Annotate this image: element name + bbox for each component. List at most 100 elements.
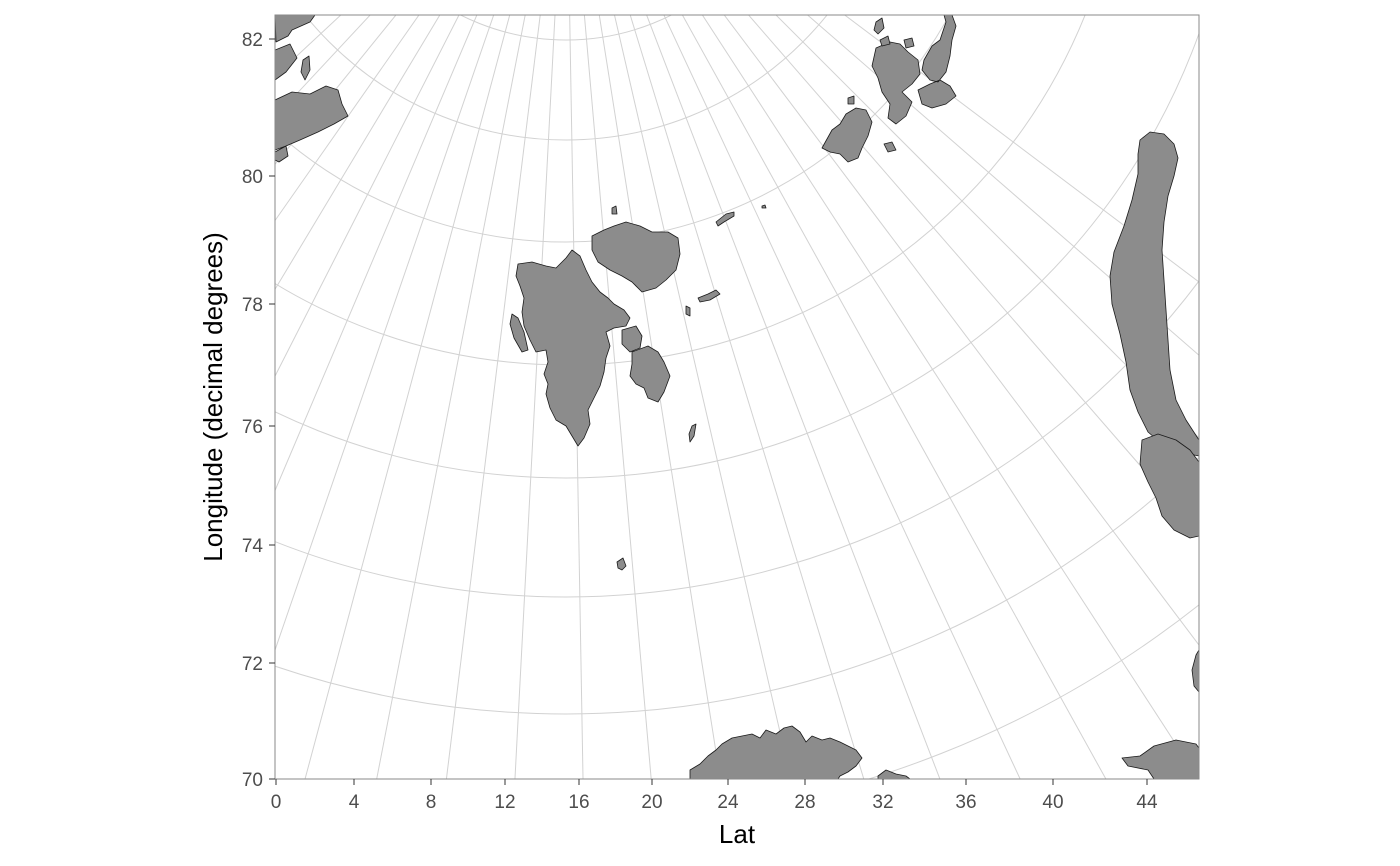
graticule-parallel [275,31,1199,479]
y-tick-74: 74 [242,536,275,557]
graticule-meridian [598,15,721,779]
franz-josef-islet [903,37,915,49]
small-islet [611,205,618,215]
greenland-landmass [275,15,349,163]
franz-josef-islet [847,95,855,105]
y-tick-80: 80 [242,167,275,188]
x-tick-label: 12 [494,792,515,813]
franz-josef-land-east [917,15,957,109]
norway-coast [689,725,863,779]
graticule-parallel [275,279,1199,598]
novaya-zemlya-north [1109,131,1199,457]
graticule-meridian [514,15,556,779]
y-tick-label: 74 [242,536,264,557]
x-tick-2: 8 [426,779,437,813]
graticule-meridian [723,15,1199,646]
graticule-meridian [569,15,584,779]
spitsbergen-island [515,249,631,447]
graticule-meridian [646,15,941,779]
x-axis: 0 4 8 12 16 20 24 28 32 36 40 44 [271,779,1158,813]
franz-josef-land-central [871,41,921,125]
greenland-islet [300,55,311,81]
x-tick-4: 16 [568,779,590,813]
x-tick-3: 12 [494,779,516,813]
graticule-meridian [275,15,495,652]
x-tick-8: 32 [872,779,894,813]
small-islet [761,204,767,209]
x-tick-7: 28 [794,779,816,813]
y-tick-label: 76 [242,417,263,438]
graticule-meridian [775,15,1199,439]
x-axis-title: Lat [719,819,756,849]
y-tick-82: 82 [242,30,275,51]
kong-karls-land-islet [697,289,721,303]
y-axis-title: Longitude (decimal degrees) [198,232,228,562]
x-tick-label: 44 [1136,792,1158,813]
franz-josef-islet [879,35,891,47]
x-tick-1: 4 [349,779,360,813]
graticule-meridian [629,15,865,779]
y-tick-78: 78 [242,295,275,316]
x-tick-label: 24 [717,792,739,813]
graticule-parallel [275,456,1199,715]
x-tick-11: 44 [1136,779,1158,813]
bjornoya-island [616,557,627,571]
y-tick-label: 80 [242,167,263,188]
y-tick-label: 70 [242,770,263,791]
graticule-parallel [275,15,950,243]
small-islet [685,305,691,317]
x-tick-9: 36 [955,779,977,813]
graticule-meridian [376,15,526,779]
x-tick-10: 40 [1042,779,1064,813]
kvitoya-island [715,211,735,227]
graticule-meridian [843,15,1199,283]
graticule-meridian [275,15,478,492]
y-tick-label: 72 [242,654,263,675]
kola-peninsula-coast [877,769,911,779]
x-tick-label: 36 [955,792,976,813]
y-tick-label: 78 [242,295,263,316]
graticule-meridian [275,15,441,291]
landmasses [275,15,1199,779]
graticule-meridian [583,15,652,779]
graticule-meridian [701,15,1199,779]
x-tick-label: 32 [872,792,893,813]
x-tick-label: 16 [568,792,589,813]
graticule-parallel [304,15,828,141]
prins-karls-forland [509,313,529,353]
map-panel-background [275,15,1199,779]
y-tick-70: 70 [242,770,275,791]
graticule-meridian [304,15,511,779]
franz-josef-land-west [821,107,873,163]
graticule-meridian [681,15,1107,779]
y-tick-label: 82 [242,30,263,51]
graticule-meridian [613,15,792,779]
franz-josef-islet [883,141,897,153]
franz-josef-islet [873,17,885,35]
y-tick-72: 72 [242,654,275,675]
hopen-island [688,423,697,443]
graticule-meridian [747,15,1199,534]
x-tick-label: 28 [794,792,815,813]
edgeoya-island [629,345,671,403]
x-tick-6: 24 [717,779,739,813]
russian-mainland-east [1121,739,1199,779]
x-tick-label: 4 [349,792,360,813]
x-tick-label: 20 [641,792,662,813]
graticule-meridian [275,15,460,378]
y-axis: 70 72 74 76 78 80 82 [242,30,275,791]
graticule-meridian [445,15,541,779]
nordaustlandet-island [591,221,681,293]
x-tick-label: 8 [426,792,437,813]
y-tick-76: 76 [242,417,275,438]
x-tick-label: 40 [1042,792,1063,813]
novaya-zemlya-south [1139,433,1199,539]
barentsoya-island [621,325,643,353]
graticule-meridian [663,15,1021,779]
x-tick-5: 20 [641,779,663,813]
x-tick-0: 0 [271,779,282,813]
x-tick-label: 0 [271,792,282,813]
map-panel-border [274,14,1200,780]
